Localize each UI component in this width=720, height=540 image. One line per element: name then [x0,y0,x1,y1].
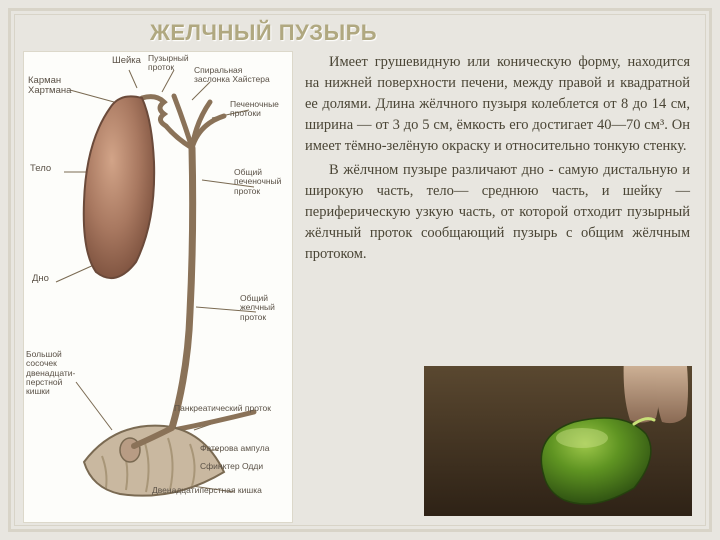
label-common-hepatic: Общийпеченочныйпроток [234,168,281,196]
paragraph-1: Имеет грушевидную или коническую форму, … [305,52,690,157]
label-ampulla: Фатерова ампула [200,444,269,453]
slide: ЖЕЛЧНЫЙ ПУЗЫРЬ Имеет грушевидную или кон… [0,0,720,540]
label-common-bile: Общийжелчныйпроток [240,294,275,322]
label-spiral: Спиральнаязаслонка Хайстера [194,66,270,85]
body-text: Имеет грушевидную или коническую форму, … [305,52,690,268]
paragraph-2: В жёлчном пузыре различают дно - самую д… [305,160,690,265]
label-fundus: Дно [32,274,49,284]
label-pancreatic: Панкреатический проток [174,404,271,413]
label-cystic-duct: Пузырныйпроток [148,54,189,73]
slide-title: ЖЕЛЧНЫЙ ПУЗЫРЬ [150,20,377,46]
label-pocket: КарманХартмана [28,76,71,97]
label-oddi: Сфинктер Одди [200,462,263,471]
label-papilla: Большойсосочекдвенадцати-перстнойкишки [26,350,75,397]
label-neck: Шейка [112,56,141,66]
label-duodenum: Двенадцатиперстная кишка [152,486,262,495]
photo-svg [424,366,692,516]
label-body: Тело [30,164,51,174]
label-hepatic-ducts: Печеночныепротоки [230,100,279,119]
anatomy-figure: КарманХартмана Шейка Пузырныйпроток Спир… [24,52,292,522]
gallbladder-photo [424,366,692,516]
